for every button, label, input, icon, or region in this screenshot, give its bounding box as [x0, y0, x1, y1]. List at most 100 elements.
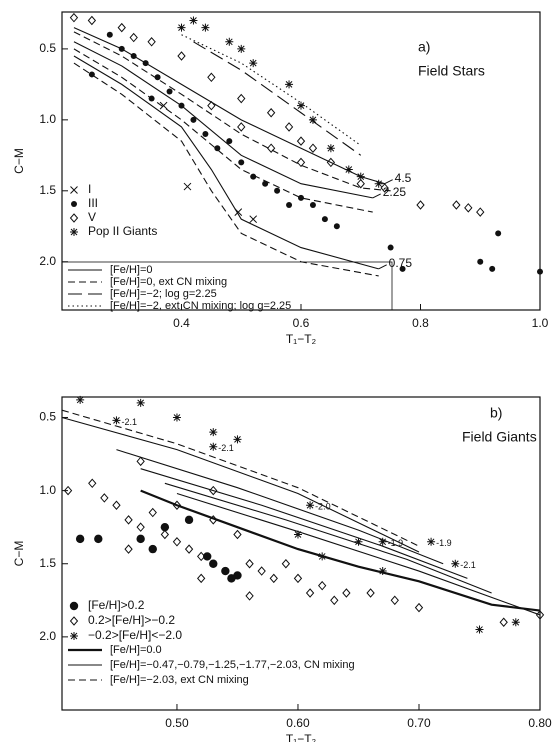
y-tick-label: 0.5 [39, 410, 56, 424]
x-tick-label: 0.8 [412, 316, 429, 330]
y-tick-label: 2.0 [39, 254, 56, 268]
point [535, 610, 545, 620]
model-curve [193, 41, 362, 156]
point [237, 93, 246, 104]
x-axis-label: T₁−T₂ [286, 332, 317, 346]
point [378, 567, 387, 576]
point [172, 537, 182, 547]
point [344, 165, 353, 174]
point [189, 16, 198, 25]
point [511, 618, 520, 627]
point [495, 230, 502, 237]
legend-label: [Fe/H]>0.2 [88, 598, 145, 612]
point [69, 12, 79, 23]
point [100, 493, 109, 503]
y-tick-label: 2.0 [39, 629, 56, 643]
point [202, 131, 209, 138]
point [118, 45, 125, 52]
point [106, 31, 113, 38]
point-label: -1.9 [388, 538, 404, 548]
point [308, 143, 318, 153]
x-tick-label: 0.4 [173, 316, 190, 330]
point [201, 23, 210, 32]
legend-label: [Fe/H]=−2; log g=2.25 [110, 288, 217, 300]
point [306, 501, 315, 510]
point [237, 122, 246, 132]
point [129, 32, 138, 43]
legend-marker [70, 632, 78, 640]
legend-label: [Fe/H]=0, ext CN mixing [110, 276, 227, 288]
model-curve [61, 416, 420, 553]
plot-frame [61, 396, 541, 711]
point [475, 625, 484, 634]
point [209, 515, 218, 525]
point [117, 22, 126, 33]
point [477, 258, 484, 265]
legend-label: [Fe/H]=−0.47,−0.79,−1.25,−1.77,−2.03, CN… [110, 659, 355, 671]
point [112, 416, 121, 425]
point [112, 500, 121, 510]
point [88, 71, 95, 78]
panel-label: b) [490, 405, 502, 421]
point [233, 529, 242, 540]
point [130, 52, 137, 59]
point [318, 552, 327, 561]
point [499, 617, 508, 628]
y-axis-label: C−M [12, 541, 26, 567]
x-tick-label: 1.0 [532, 316, 549, 330]
point [233, 435, 242, 444]
point [414, 602, 424, 613]
point [354, 537, 363, 546]
point [321, 216, 328, 223]
curve-label: 0.75 [389, 256, 413, 270]
point [160, 522, 170, 532]
point [197, 551, 206, 562]
point [387, 244, 394, 251]
point [427, 537, 436, 546]
point [284, 122, 294, 132]
point [374, 179, 383, 188]
point [209, 485, 218, 496]
point [378, 537, 387, 546]
point [333, 223, 340, 230]
point [452, 200, 461, 210]
point [309, 201, 316, 208]
model-curve [73, 62, 379, 277]
point [124, 515, 133, 525]
point [226, 138, 233, 145]
point [172, 500, 182, 510]
point [214, 145, 221, 152]
x-tick-label: 0.6 [293, 316, 310, 330]
legend-label: [Fe/H]=−2, ext CN mixing; log g=2.25 [110, 300, 291, 312]
point [249, 59, 258, 68]
point [75, 534, 85, 544]
point [209, 428, 218, 437]
curve-label-leader [384, 179, 393, 185]
model-curve [73, 55, 379, 270]
legend-label: [Fe/H]=−2.03, ext CN mixing [110, 674, 249, 686]
point [326, 157, 336, 168]
point [293, 530, 302, 539]
y-tick-label: 0.5 [39, 41, 56, 55]
legend-marker [70, 228, 78, 236]
point [250, 173, 257, 180]
point [159, 101, 168, 110]
model-curve [176, 493, 541, 616]
point [296, 157, 306, 168]
point [87, 15, 97, 26]
x-tick-label: 0.80 [528, 716, 552, 730]
point [249, 215, 258, 224]
legend-label: III [88, 196, 98, 210]
legend-marker [69, 601, 79, 611]
legend-label: [Fe/H]=0.0 [110, 644, 162, 656]
point [390, 595, 399, 606]
point [489, 265, 496, 272]
point [147, 37, 156, 47]
model-curve [164, 482, 492, 594]
model-curve [140, 489, 541, 612]
legend-label: Pop II Giants [88, 224, 157, 238]
point [297, 101, 305, 110]
point [94, 534, 103, 544]
point [257, 566, 266, 576]
point [207, 72, 216, 83]
